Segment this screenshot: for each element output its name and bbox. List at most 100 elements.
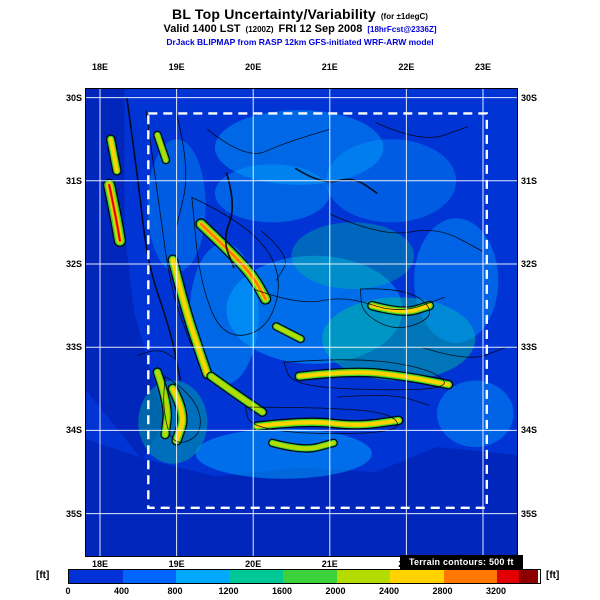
ridge-layer bbox=[108, 184, 121, 242]
colorbar-tick-400: 400 bbox=[113, 586, 130, 596]
lat-label-right-31S: 31S bbox=[521, 175, 538, 186]
title-row: BL Top Uncertainty/Variability (for ±1de… bbox=[0, 6, 600, 22]
high-uncertainty-ridge-bokkeveld-north bbox=[105, 134, 122, 176]
colorbar bbox=[68, 569, 541, 584]
moderate-uncertainty-patch-eastern-plain bbox=[437, 380, 514, 448]
high-uncertainty-ridge-kogelberg bbox=[152, 367, 173, 440]
moderate-uncertainty-patch-tanqua-karoo bbox=[189, 243, 259, 385]
ridge-layer bbox=[370, 303, 432, 313]
colorbar-segment-3200-3600 bbox=[497, 570, 519, 583]
colorbar-segment-1600-2000 bbox=[283, 570, 337, 583]
terrain-contour-line-8 bbox=[253, 288, 445, 310]
ridge-layer bbox=[170, 257, 210, 376]
high-uncertainty-ridge-cederberg bbox=[167, 254, 213, 380]
lat-label-left-34S: 34S bbox=[65, 425, 82, 436]
lon-label-bottom-20E: 20E bbox=[245, 559, 262, 569]
high-uncertainty-ridge-hex-river-mountains bbox=[206, 371, 268, 417]
colorbar-segment-400-800 bbox=[122, 570, 176, 583]
terrain-contour-line-7 bbox=[245, 406, 398, 435]
colorbar-tick-800: 800 bbox=[167, 586, 183, 596]
colorbar-unit-right: [ft] bbox=[546, 570, 560, 581]
terrain-contour-line-9 bbox=[329, 213, 484, 252]
ridge-layer bbox=[155, 132, 168, 163]
colorbar-tick-2800: 2800 bbox=[432, 586, 453, 596]
lon-label-top-23E: 23E bbox=[474, 62, 492, 72]
high-uncertainty-ridge-west-coast-escarpment bbox=[102, 178, 127, 247]
lat-label-right-34S: 34S bbox=[521, 425, 538, 436]
ridge-layer bbox=[270, 440, 336, 451]
colorbar-segment-0-400 bbox=[69, 570, 123, 583]
lon-label-top-18E: 18E bbox=[91, 62, 109, 72]
ridge-layer bbox=[170, 386, 185, 443]
ocean-area-south-ocean bbox=[85, 438, 518, 557]
lat-label-right-33S: 33S bbox=[521, 342, 538, 353]
colorbar-tick-3200: 3200 bbox=[485, 586, 507, 596]
lon-label-top-22E: 22E bbox=[398, 62, 415, 72]
terrain-contour-line-3 bbox=[191, 196, 279, 336]
lon-label-top-19E: 19E bbox=[168, 62, 185, 72]
high-uncertainty-ridge-langeberg bbox=[252, 415, 404, 431]
lat-label-right-30S: 30S bbox=[521, 92, 538, 103]
terrain-contour-line-12 bbox=[163, 375, 201, 443]
moderate-uncertainty-patch-overberg bbox=[138, 380, 208, 464]
ridge-layer bbox=[297, 370, 451, 387]
colorbar-tick-1200: 1200 bbox=[218, 586, 239, 596]
colorbar-tick-0: 0 bbox=[65, 586, 71, 596]
lat-label-left-31S: 31S bbox=[65, 175, 82, 186]
lat-label-left-30S: 30S bbox=[65, 92, 82, 103]
map-frame bbox=[85, 88, 518, 557]
moderate-uncertainty-patch-karoo-far-east bbox=[414, 218, 499, 343]
ridge-layer bbox=[208, 373, 265, 415]
ridge-layer bbox=[274, 324, 303, 341]
colorbar-segment-800-1200 bbox=[176, 570, 230, 583]
colorbar-segment-2400-2800 bbox=[390, 570, 444, 583]
high-uncertainty-ridge-gifberg bbox=[153, 130, 171, 165]
moderate-uncertainty-patch-northern-karoo bbox=[214, 110, 384, 185]
valid-zulu-time: (1200Z) bbox=[245, 25, 274, 34]
colorbar-tick-labels: 0 400 800 1200 1600 2000 2400 2800 3200 bbox=[65, 586, 541, 597]
lon-label-bottom-21E: 21E bbox=[321, 559, 338, 569]
model-domain-box bbox=[147, 112, 488, 509]
lon-label-bottom-18E: 18E bbox=[91, 559, 109, 569]
high-uncertainty-ridge-klein-roggeveld bbox=[367, 300, 435, 316]
lat-label-right-32S: 32S bbox=[521, 259, 538, 269]
terrain-contour-line-16 bbox=[260, 230, 286, 281]
high-uncertainty-ridge-boland-mountains bbox=[167, 383, 188, 446]
colorbar-segment-2000-2400 bbox=[336, 570, 390, 583]
forecast-tag: [18hrFcst@2336Z] bbox=[367, 25, 437, 34]
terrain-contour-line-10 bbox=[206, 128, 330, 154]
colorbar-tick-1600: 1600 bbox=[271, 586, 293, 596]
ridge-layer bbox=[154, 369, 170, 438]
model-credit-line: DrJack BLIPMAP from RASP 12km GFS-initia… bbox=[166, 37, 434, 47]
chart-title-note: (for ±1degC) bbox=[380, 12, 428, 21]
valid-date: FRI 12 Sep 2008 bbox=[278, 23, 363, 35]
lat-label-left-35S: 35S bbox=[65, 508, 82, 519]
moderate-uncertainty-patch-hantam bbox=[214, 164, 330, 223]
terrain-contour-line-2 bbox=[145, 110, 193, 348]
map-plot bbox=[85, 88, 518, 557]
terrain-contour-line-18 bbox=[138, 350, 177, 361]
colorbar-segment-2800-3200 bbox=[443, 570, 497, 583]
lat-label-right-35S: 35S bbox=[521, 508, 538, 519]
lat-label-left-32S: 32S bbox=[65, 259, 82, 269]
terrain-contour-line-13 bbox=[375, 122, 468, 138]
ridge-layer bbox=[255, 418, 401, 428]
lon-label-bottom-19E: 19E bbox=[168, 559, 185, 569]
terrain-contour-line-14 bbox=[421, 346, 507, 358]
moderate-uncertainty-patch-nuweveld bbox=[291, 222, 415, 289]
terrain-contour-line-11 bbox=[359, 288, 430, 329]
terrain-contour-line-6 bbox=[283, 359, 445, 391]
lat-label-left-33S: 33S bbox=[65, 342, 82, 353]
high-uncertainty-ridge-outeniqua-coast bbox=[268, 438, 338, 453]
terrain-contour-line-1 bbox=[126, 97, 182, 381]
valid-time: Valid 1400 LST bbox=[163, 23, 241, 35]
terrain-contour-line-15 bbox=[176, 114, 187, 227]
moderate-uncertainty-patch-south-coast-plain bbox=[195, 428, 372, 479]
ridge-layer bbox=[109, 137, 119, 173]
terrain-contour-line-4 bbox=[224, 172, 235, 269]
valid-time-line: Valid 1400 LST (1200Z) FRI 12 Sep 2008 [… bbox=[0, 23, 600, 35]
colorbar-segment-1200-1600 bbox=[229, 570, 283, 583]
high-uncertainty-ridge-swartberg bbox=[294, 367, 454, 390]
lon-label-top-21E: 21E bbox=[321, 62, 338, 72]
terrain-contour-line-17 bbox=[337, 395, 430, 406]
